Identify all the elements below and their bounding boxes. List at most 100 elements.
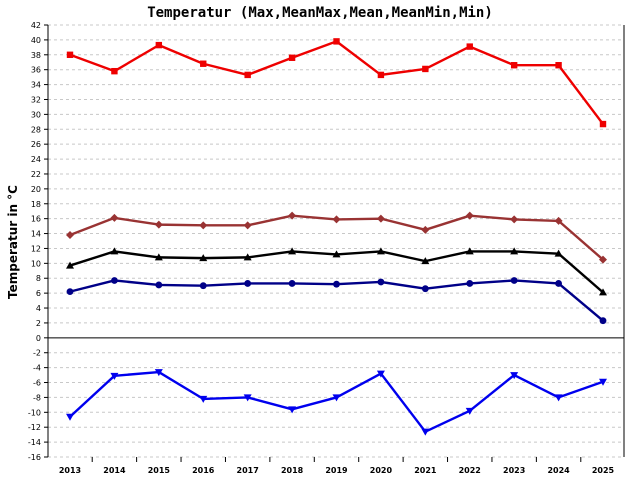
y-tick-label: 8	[36, 274, 41, 283]
series-meanmin	[66, 277, 607, 325]
series-max	[66, 38, 607, 128]
data-point	[110, 247, 119, 255]
chart-title: Temperatur (Max,MeanMax,Mean,MeanMin,Min…	[147, 5, 493, 21]
y-axis-label: Temperatur in °C	[6, 185, 20, 299]
y-tick-label: 6	[36, 289, 41, 298]
y-tick-label: 10	[31, 259, 41, 268]
data-point	[422, 65, 429, 73]
y-tick-label: 34	[31, 81, 41, 90]
data-point	[599, 378, 607, 386]
data-point	[554, 216, 563, 225]
data-point	[154, 220, 163, 229]
data-point	[555, 280, 562, 287]
data-point	[510, 62, 518, 69]
data-point	[554, 394, 563, 402]
data-point	[465, 407, 474, 415]
series-min	[66, 369, 607, 436]
data-point	[243, 253, 252, 261]
data-point	[510, 372, 519, 380]
data-point	[376, 247, 385, 255]
series-line-max	[69, 40, 604, 125]
data-point	[288, 280, 296, 287]
data-point	[110, 372, 119, 380]
data-point	[332, 394, 341, 402]
x-tick-label: 2020	[370, 466, 393, 475]
data-point	[155, 281, 163, 289]
y-tick-label: 22	[31, 170, 41, 179]
y-tick-label: 18	[31, 200, 41, 209]
data-point	[244, 280, 252, 287]
data-point	[599, 120, 607, 128]
series-line-min	[69, 370, 604, 433]
y-tick-labels: 424038363432302826242220181614121086420-…	[28, 21, 41, 462]
y-tick-label: -8	[33, 393, 41, 402]
x-tick-label: 2016	[192, 466, 215, 475]
data-point	[421, 225, 430, 234]
data-point	[244, 71, 251, 79]
series-mean	[66, 247, 607, 296]
data-point	[66, 288, 74, 296]
x-tick-label: 2013	[59, 466, 81, 475]
data-point	[510, 215, 519, 224]
x-tick-label: 2025	[592, 466, 615, 475]
x-tick-label: 2019	[325, 466, 348, 475]
data-point	[154, 369, 163, 377]
data-point	[599, 317, 607, 325]
y-tick-label: 32	[31, 95, 41, 104]
data-point	[332, 215, 341, 224]
y-tick-label: 30	[31, 110, 41, 119]
data-point	[554, 249, 563, 257]
data-point	[421, 285, 429, 293]
y-tick-label: 16	[31, 215, 41, 224]
data-point	[111, 277, 118, 284]
y-tick-label: -16	[28, 453, 41, 462]
data-point	[288, 247, 297, 255]
series-lines	[66, 38, 607, 436]
y-tick-label: 38	[31, 51, 41, 60]
data-point	[465, 247, 474, 255]
data-point	[466, 43, 473, 50]
x-tick-label: 2024	[547, 466, 570, 475]
series-meanmax	[66, 211, 607, 264]
data-point	[66, 413, 74, 421]
x-tick-label: 2018	[281, 466, 304, 475]
y-tick-label: 42	[31, 21, 41, 30]
data-point	[66, 231, 74, 240]
data-point	[243, 221, 252, 230]
data-point	[199, 395, 208, 403]
grid-lines	[48, 24, 624, 458]
y-tick-label: 36	[31, 66, 41, 75]
y-tick-label: 24	[31, 155, 41, 164]
x-tick-label: 2017	[237, 466, 259, 475]
data-point	[466, 280, 474, 287]
data-point	[110, 213, 119, 222]
data-point	[599, 288, 607, 296]
data-point	[510, 247, 519, 255]
data-point	[465, 211, 474, 220]
data-point	[199, 221, 208, 230]
data-point	[200, 60, 207, 67]
data-point	[377, 71, 385, 79]
y-tick-label: 14	[31, 230, 41, 239]
y-tick-label: 4	[36, 304, 41, 313]
y-tick-label: -2	[33, 349, 41, 358]
y-tick-label: -12	[28, 423, 41, 432]
y-tick-label: -10	[28, 408, 41, 417]
data-point	[288, 211, 297, 220]
data-point	[376, 214, 385, 223]
x-tick-label: 2015	[148, 466, 171, 475]
y-tick-label: 28	[31, 125, 41, 134]
data-point	[66, 51, 74, 58]
x-tick-label: 2014	[103, 466, 126, 475]
data-point	[377, 278, 385, 286]
x-tick-labels: 2013 2014 2015 2016 2017 2018 2019 2020 2021 2022…	[59, 466, 615, 475]
data-point	[155, 41, 163, 49]
data-point	[66, 261, 74, 269]
data-point	[111, 67, 118, 75]
data-point	[421, 257, 430, 265]
data-point	[332, 250, 341, 258]
data-point	[154, 253, 163, 261]
y-tick-label: 12	[31, 244, 41, 253]
data-point	[288, 406, 297, 414]
